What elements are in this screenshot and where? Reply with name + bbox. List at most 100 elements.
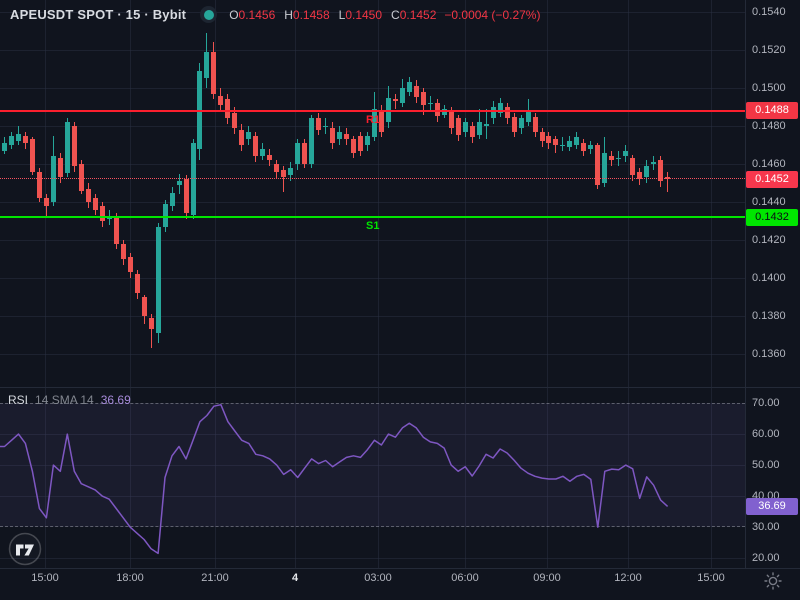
candle-body (518, 118, 524, 128)
tradingview-logo-icon[interactable] (8, 532, 42, 571)
pivot-label-r1: R1 (366, 113, 381, 126)
price-gridline (0, 12, 745, 13)
price-gridline (0, 202, 745, 203)
candle-wick (394, 93, 396, 109)
time-gridline (45, 0, 46, 568)
candle-body (141, 296, 147, 316)
rsi-line (0, 403, 669, 555)
symbol-title[interactable]: APEUSDT SPOT · 15 · Bybit (10, 7, 187, 22)
theme-sun-icon[interactable] (762, 570, 784, 597)
candle-body (190, 143, 196, 216)
candle-body (85, 188, 91, 202)
candle-body (204, 51, 210, 79)
candle-body (162, 203, 168, 227)
candle-body (378, 110, 384, 132)
rsi-tick-label: 20.00 (752, 552, 780, 565)
candle-body (127, 257, 133, 273)
candle-body (43, 198, 49, 206)
price-axis-badge: 0.1432 (746, 208, 798, 226)
price-axis-badge: 0.1488 (746, 102, 798, 120)
candle-body (288, 167, 294, 176)
candle-body (546, 135, 552, 144)
candle-body (225, 99, 231, 119)
candle-body (574, 137, 580, 145)
rsi-tick-label: 60.00 (752, 428, 780, 441)
high-value: H0.1458 (284, 7, 330, 22)
candle-body (448, 110, 454, 128)
pivot-line-s1 (0, 216, 745, 219)
candle-body (413, 86, 419, 98)
time-tick-label: 12:00 (614, 572, 642, 584)
time-gridline (711, 0, 712, 568)
pane-separator[interactable] (0, 387, 800, 388)
candle-body (511, 116, 517, 132)
price-tick-label: 0.1400 (752, 271, 786, 284)
time-tick-label: 15:00 (31, 572, 59, 584)
rsi-gridline (0, 558, 745, 560)
candle-body (309, 118, 315, 164)
price-gridline (0, 164, 745, 165)
last-price-line (0, 178, 745, 180)
price-tick-label: 0.1540 (752, 6, 786, 18)
candle-wick (45, 194, 47, 218)
price-axis-separator (745, 0, 746, 568)
price-tick-label: 0.1480 (752, 120, 786, 132)
candle-body (50, 156, 56, 202)
time-gridline (130, 0, 131, 568)
price-axis-badge: 0.1452 (746, 170, 798, 188)
pivot-line-r1 (0, 109, 745, 112)
candle-body (553, 139, 559, 145)
candle-body (218, 95, 224, 106)
candle-wick (562, 137, 564, 151)
time-tick-label: 21:00 (201, 572, 229, 584)
time-gridline (628, 0, 629, 568)
candle-body (427, 103, 433, 105)
candle-body (567, 141, 573, 147)
candle-body (330, 127, 336, 144)
candle-body (323, 126, 329, 127)
chart-legend: APEUSDT SPOT · 15 · Bybit O0.1456 H0.145… (10, 6, 540, 23)
candle-body (399, 88, 405, 104)
candle-body (260, 148, 266, 157)
candle-body (602, 152, 608, 183)
candle-body (337, 131, 342, 140)
time-tick-label: 15:00 (697, 572, 725, 584)
candle-body (358, 135, 363, 151)
candle-body (630, 158, 636, 176)
price-tick-label: 0.1440 (752, 196, 786, 208)
rsi-params: 14 SMA 14 (35, 393, 94, 407)
candle-body (295, 143, 301, 164)
rsi-tick-label: 50.00 (752, 459, 780, 472)
candle-body (155, 226, 161, 334)
candle-body (183, 179, 189, 214)
exchange-dot-icon (200, 6, 218, 23)
rsi-gridline (0, 434, 745, 436)
candle-body (490, 107, 496, 119)
candle-wick (150, 314, 152, 349)
candle-body (92, 198, 98, 210)
candle-body (71, 126, 77, 166)
price-gridline (0, 315, 745, 317)
ohlc-values: O0.1456 H0.1458 L0.1450 C0.1452 (229, 8, 436, 22)
candle-body (406, 82, 412, 92)
candle-body (78, 164, 84, 191)
price-tick-label: 0.1420 (752, 234, 786, 246)
time-axis-separator (0, 568, 800, 569)
candle-body (169, 192, 175, 206)
price-gridline (0, 240, 745, 241)
candle-body (29, 139, 35, 172)
candle-body (2, 143, 7, 151)
time-tick-label: 09:00 (533, 572, 561, 584)
candle-body (113, 217, 119, 244)
time-tick-label: 06:00 (451, 572, 479, 584)
candle-body (232, 112, 238, 128)
time-gridline (215, 0, 216, 568)
rsi-legend[interactable]: RSI 14 SMA 14 36.69 (8, 393, 131, 407)
price-gridline (0, 88, 745, 89)
candle-body (539, 131, 545, 142)
candle-body (16, 133, 21, 142)
candle-body (658, 160, 664, 182)
price-tick-label: 0.1360 (752, 347, 786, 360)
candle-body (148, 317, 154, 330)
rsi-band (0, 403, 745, 528)
